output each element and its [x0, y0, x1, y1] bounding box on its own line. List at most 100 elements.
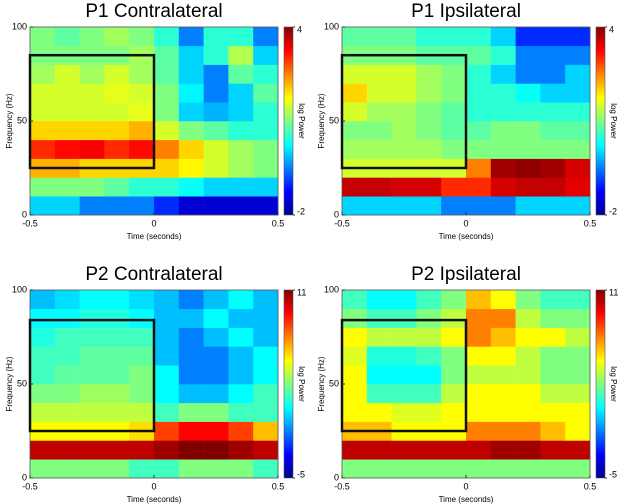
heat-cell	[391, 327, 417, 347]
heat-cell	[79, 102, 105, 122]
heat-cell	[342, 402, 368, 422]
heat-cell	[154, 402, 180, 422]
heat-cell	[540, 402, 566, 422]
heat-cell	[391, 121, 417, 141]
heat-cell	[30, 196, 56, 216]
heat-cell	[104, 290, 130, 310]
heat-cell	[228, 384, 254, 404]
heat-cell	[178, 459, 204, 479]
x-tick-label: 0	[463, 218, 468, 228]
x-tick-label: 0.5	[272, 481, 285, 491]
heat-cell	[30, 365, 56, 385]
panel-title: P2 Ipsilateral	[411, 264, 521, 285]
heat-cell	[565, 346, 591, 366]
heat-cell	[490, 290, 516, 310]
heat-cell	[391, 459, 417, 479]
heat-cell	[441, 83, 467, 103]
heat-cell	[104, 346, 130, 366]
heat-cell	[154, 290, 180, 310]
heat-cell	[441, 290, 467, 310]
heat-cell	[466, 83, 492, 103]
heat-cell	[416, 27, 442, 47]
heat-cell	[441, 102, 467, 122]
heat-cell	[203, 327, 229, 347]
heat-cell	[416, 402, 442, 422]
y-tick-label: 50	[329, 115, 339, 125]
heat-cell	[54, 64, 80, 84]
heat-cell	[342, 365, 368, 385]
heat-cell	[540, 27, 566, 47]
heat-cell	[466, 121, 492, 141]
heat-cell	[104, 177, 130, 197]
heat-cell	[178, 440, 204, 460]
heat-cell	[104, 308, 130, 328]
heat-cell	[540, 45, 566, 65]
heat-cell	[416, 384, 442, 404]
heat-cell	[342, 346, 368, 366]
x-tick-label: -0.5	[334, 218, 350, 228]
heat-cell	[154, 83, 180, 103]
heat-cell	[54, 121, 80, 141]
heat-cell	[104, 121, 130, 141]
heat-cell	[490, 64, 516, 84]
heat-cell	[540, 139, 566, 159]
heat-cell	[154, 64, 180, 84]
heat-cell	[490, 83, 516, 103]
heat-cell	[565, 459, 591, 479]
heat-cell	[203, 346, 229, 366]
heat-cell	[253, 27, 279, 47]
heat-cell	[515, 384, 541, 404]
heat-cell	[154, 177, 180, 197]
heat-cell	[391, 346, 417, 366]
x-axis-label: Time (seconds)	[439, 495, 494, 504]
heat-cell	[466, 64, 492, 84]
colorbar	[595, 289, 606, 479]
heat-cell	[540, 365, 566, 385]
heat-cell	[79, 64, 105, 84]
heat-cell	[490, 102, 516, 122]
heat-cell	[178, 327, 204, 347]
heat-cell	[366, 27, 392, 47]
heat-cell	[203, 384, 229, 404]
heat-cell	[515, 177, 541, 197]
heat-cell	[104, 102, 130, 122]
heat-cell	[416, 83, 442, 103]
heat-cell	[565, 121, 591, 141]
heat-cell	[366, 308, 392, 328]
heat-cell	[30, 102, 56, 122]
heat-cell	[203, 402, 229, 422]
analysis-box	[340, 53, 468, 170]
heat-cell	[515, 139, 541, 159]
heat-cell	[515, 365, 541, 385]
heat-cell	[391, 177, 417, 197]
heat-cell	[129, 384, 155, 404]
heat-cell	[366, 121, 392, 141]
heat-cell	[228, 290, 254, 310]
heat-cell	[178, 365, 204, 385]
heat-cell	[540, 459, 566, 479]
heat-cell	[228, 365, 254, 385]
heat-cell	[203, 365, 229, 385]
x-tick-label: 0	[463, 481, 468, 491]
heat-cell	[565, 327, 591, 347]
heat-cell	[228, 327, 254, 347]
heat-cell	[515, 440, 541, 460]
heat-cell	[540, 64, 566, 84]
heat-cell	[540, 327, 566, 347]
heat-cell	[515, 402, 541, 422]
heat-cell	[490, 196, 516, 216]
heat-cell	[228, 177, 254, 197]
heat-cell	[178, 177, 204, 197]
heat-cell	[129, 327, 155, 347]
heat-cell	[203, 27, 229, 47]
colorbar-tick-label: -5	[609, 469, 617, 479]
heat-cell	[441, 27, 467, 47]
heat-cell	[79, 177, 105, 197]
heat-cell	[54, 177, 80, 197]
heat-cell	[565, 196, 591, 216]
heat-cell	[54, 327, 80, 347]
x-axis-label: Time (seconds)	[127, 232, 182, 241]
heat-cell	[416, 346, 442, 366]
heat-cell	[104, 196, 130, 216]
